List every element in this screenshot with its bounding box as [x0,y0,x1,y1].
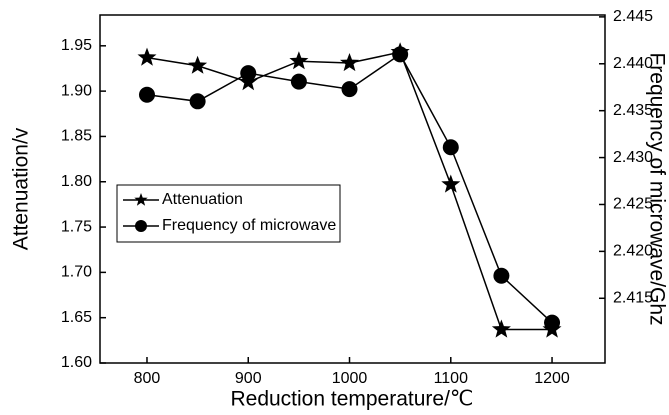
x-tick-label: 900 [235,370,262,387]
y-axis-label: Attenuation/v [10,127,33,250]
y2-tick-label: 2.435 [613,102,653,119]
legend-box [116,184,341,243]
y2-tick-label: 2.440 [613,55,653,72]
circle-marker [442,139,459,156]
y2-tick-label: 2.420 [613,243,653,260]
y-tick-label: 1.60 [61,354,92,371]
y2-tick-label: 2.415 [613,289,653,306]
x-tick-label: 1100 [434,370,469,387]
x-tick-label: 1000 [332,370,368,387]
y-tick-label: 1.95 [61,37,92,54]
star-marker [340,53,359,72]
circle-marker [240,65,257,82]
legend-label: Attenuation [162,191,243,208]
circle-marker [138,86,155,103]
star-marker [188,55,208,74]
y2-tick-label: 2.445 [613,8,653,25]
y-tick-label: 1.65 [61,309,92,326]
y-tick-label: 1.85 [61,128,92,145]
star-marker [289,51,309,70]
legend-marker [134,193,148,206]
circle-marker [544,314,561,331]
y2-tick-label: 2.430 [613,149,653,166]
circle-marker [341,81,358,98]
star-marker [137,47,157,66]
star-marker [491,319,511,338]
circle-marker [392,46,409,63]
x-axis-label: Reduction temperature/℃ [230,388,473,411]
x-tick-label: 800 [134,370,161,387]
y-tick-label: 1.80 [61,173,92,190]
legend-label: Frequency of microwave [162,217,336,234]
y-tick-label: 1.70 [61,264,92,281]
y-tick-label: 1.90 [61,82,92,99]
y2-tick-label: 2.425 [613,196,653,213]
circle-marker [493,267,510,284]
y-tick-label: 1.75 [61,218,92,235]
plot-frame [99,14,606,364]
circle-marker [290,73,307,90]
legend-marker [135,220,147,232]
circle-marker [189,93,206,110]
y2-axis-label: Frequency of microwave/Ghz [645,52,668,325]
x-tick-label: 1200 [534,370,570,387]
star-marker [441,174,461,193]
